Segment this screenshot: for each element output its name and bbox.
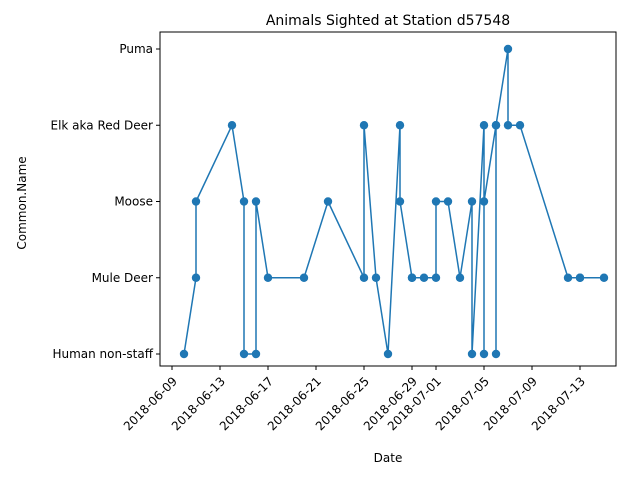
data-point [503, 121, 513, 130]
y-tick-label: Elk aka Red Deer [51, 118, 154, 132]
data-point [191, 197, 201, 206]
data-point [479, 197, 489, 206]
data-point [299, 273, 309, 282]
data-point [371, 273, 381, 282]
y-axis-title: Common.Name [15, 156, 29, 249]
data-point [503, 44, 513, 54]
data-point [575, 273, 585, 282]
data-point [239, 349, 249, 359]
chart-title: Animals Sighted at Station d57548 [266, 13, 510, 29]
x-axis-title: Date [374, 451, 403, 465]
axes-frame [159, 31, 617, 367]
y-tick-label: Puma [119, 42, 153, 56]
data-point [359, 121, 369, 130]
data-point [191, 273, 201, 282]
data-point [383, 349, 393, 359]
data-point [251, 197, 261, 206]
data-point [251, 349, 261, 359]
data-point [431, 197, 441, 206]
data-point [479, 121, 489, 130]
data-point [179, 349, 189, 359]
data-point [515, 121, 525, 130]
data-point [479, 349, 489, 359]
data-point [239, 197, 249, 206]
data-point [395, 197, 405, 206]
data-point [491, 349, 501, 359]
plot-area [179, 44, 609, 359]
data-point [395, 121, 405, 130]
y-tick-label: Moose [114, 195, 153, 209]
data-point [407, 273, 417, 282]
data-point [467, 349, 477, 359]
data-point [263, 273, 273, 282]
data-point [359, 273, 369, 282]
data-point [467, 197, 477, 206]
y-tick-label: Human non-staff [52, 347, 153, 361]
data-point [563, 273, 573, 282]
data-point [443, 197, 453, 206]
data-point [455, 273, 465, 282]
data-point [491, 121, 501, 130]
y-axis: Human non-staff Mule Deer Moose Elk aka Red… [51, 42, 160, 361]
data-point [323, 197, 333, 206]
data-point [419, 273, 429, 282]
data-point [227, 121, 237, 130]
data-point [431, 273, 441, 282]
y-tick-label: Mule Deer [92, 271, 153, 285]
data-point [599, 273, 609, 282]
